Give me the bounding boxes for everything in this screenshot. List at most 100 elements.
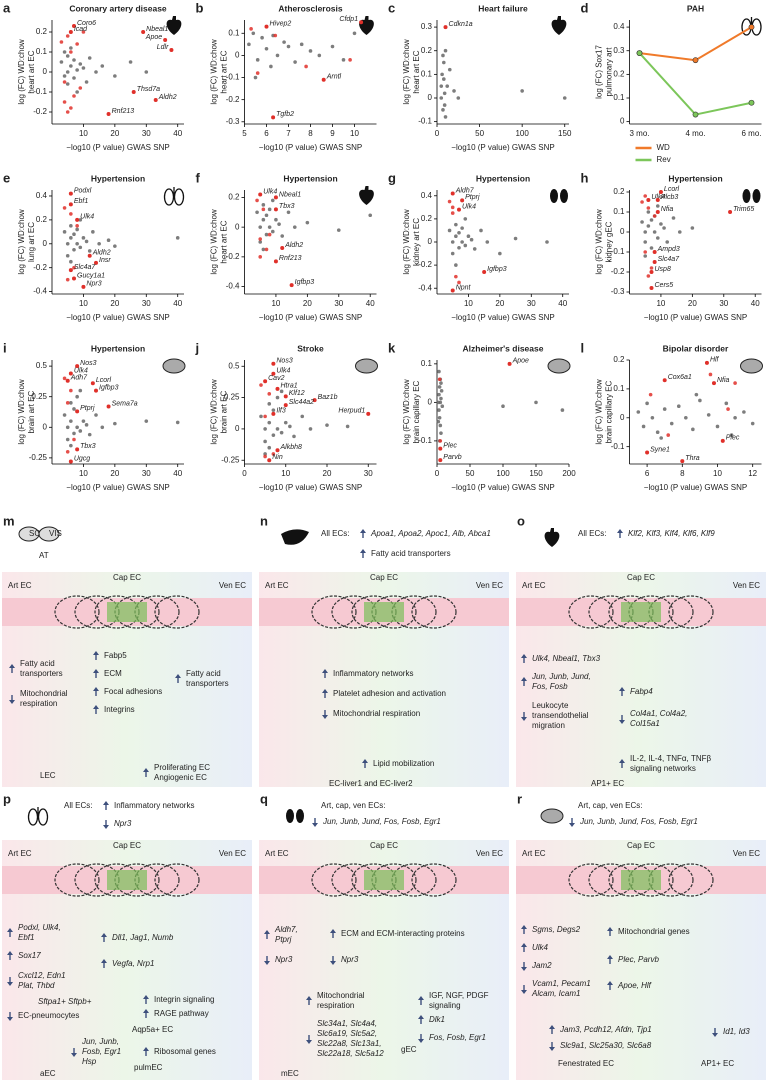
annotated-point bbox=[457, 207, 461, 212]
point bbox=[65, 277, 70, 282]
gene-label: Slc4a7 bbox=[658, 256, 681, 263]
point bbox=[264, 247, 269, 252]
point bbox=[72, 247, 76, 252]
y-tick-label: 0.1 bbox=[421, 69, 433, 78]
point bbox=[271, 408, 276, 412]
panel-letter: r bbox=[517, 791, 522, 806]
chart-title: Hypertension bbox=[283, 173, 337, 183]
arrow-head bbox=[521, 943, 527, 947]
schematic-text: Inflammatory networks bbox=[333, 669, 413, 678]
gene-label: Ulk4 bbox=[74, 367, 88, 374]
x-tick-label: 150 bbox=[529, 469, 543, 478]
x-tick-label: 6 mo. bbox=[741, 129, 761, 138]
arrow-head bbox=[143, 1009, 149, 1013]
annotated-point bbox=[75, 217, 80, 222]
point bbox=[255, 198, 259, 203]
gene-label: Insr bbox=[99, 257, 111, 264]
x-tick-label: 50 bbox=[475, 129, 484, 138]
point bbox=[368, 213, 373, 218]
organ-icon bbox=[37, 808, 49, 826]
y-tick-label: 0 bbox=[428, 93, 433, 102]
point bbox=[439, 381, 443, 385]
schematic-text: IGF, NGF, PDGF bbox=[429, 991, 489, 1000]
point bbox=[128, 60, 133, 64]
point bbox=[69, 401, 73, 405]
arrow-head bbox=[549, 1025, 555, 1029]
point bbox=[437, 385, 442, 389]
annotated-point bbox=[482, 270, 487, 275]
gene-label: Igfbp3 bbox=[487, 266, 507, 273]
gene-label: Ampd3 bbox=[657, 246, 680, 253]
gene-label: Slc44a2 bbox=[289, 399, 314, 406]
arrow-head bbox=[712, 1033, 718, 1037]
organ-icon bbox=[560, 189, 568, 203]
schematic-text: Npr3 bbox=[114, 819, 132, 828]
schematic-text: Jam2 bbox=[531, 961, 552, 970]
x-tick-label: 6 bbox=[264, 129, 269, 138]
point bbox=[75, 227, 79, 232]
point bbox=[560, 408, 565, 412]
arrow-head bbox=[101, 933, 107, 937]
organ-icon bbox=[742, 189, 751, 203]
point bbox=[649, 266, 654, 270]
point bbox=[472, 247, 477, 251]
point bbox=[325, 423, 329, 427]
x-axis-label: −log10 (P value) GWAS SNP bbox=[259, 143, 362, 152]
point bbox=[270, 229, 275, 234]
schematic-text: Angiogenic EC bbox=[154, 773, 207, 782]
annotated-point bbox=[271, 371, 276, 376]
gene-label: Icad bbox=[74, 26, 88, 33]
schematic-text: Fabp5 bbox=[104, 651, 127, 660]
point bbox=[271, 433, 276, 437]
schematic-text: migration bbox=[532, 721, 565, 730]
point bbox=[69, 106, 73, 110]
gene-label: Htra1 bbox=[281, 383, 298, 390]
point bbox=[273, 33, 278, 38]
point bbox=[643, 194, 648, 198]
chart-title: Alzheimer's disease bbox=[463, 343, 544, 353]
schematic-text: Cxcl12, Edn1 bbox=[18, 971, 66, 980]
point bbox=[666, 433, 671, 437]
point bbox=[439, 96, 444, 100]
y-axis-label: log (FC) WD:chow bbox=[210, 39, 219, 105]
schematic-text: Ptprj bbox=[275, 935, 292, 944]
schematic-text: Hsp bbox=[82, 1057, 97, 1066]
point bbox=[81, 66, 86, 70]
x-tick-label: 10 bbox=[713, 469, 722, 478]
gene-label: Aldh2 bbox=[92, 250, 111, 257]
point bbox=[282, 40, 286, 44]
annotated-point bbox=[646, 198, 651, 202]
gene-label: Tbx3 bbox=[279, 203, 295, 210]
point bbox=[249, 27, 253, 31]
point bbox=[437, 415, 442, 420]
y-tick-label: 0.2 bbox=[613, 187, 625, 196]
annotated-point bbox=[283, 403, 288, 408]
annotated-point bbox=[141, 30, 146, 34]
annotated-point bbox=[258, 192, 263, 197]
point bbox=[69, 388, 73, 393]
point bbox=[263, 427, 267, 431]
point bbox=[300, 414, 305, 419]
point bbox=[288, 424, 292, 429]
point bbox=[643, 254, 648, 258]
y-axis-label: log (FC) WD:chow bbox=[402, 39, 411, 105]
schematic-text: Jun, Junb, bbox=[81, 1037, 119, 1046]
organ-icon bbox=[281, 529, 309, 545]
annotated-point bbox=[438, 458, 443, 463]
schematic-text: Jun, Junb, Jund, Fos, Fosb, Egr1 bbox=[579, 817, 698, 826]
gene-label: Nos3 bbox=[80, 360, 96, 367]
schematic-text: EC-liver1 and EC-liver2 bbox=[329, 779, 413, 788]
gene-label: Nfia bbox=[717, 377, 730, 384]
capillary bbox=[411, 863, 457, 897]
capillary-core bbox=[107, 602, 147, 622]
schematic-text: Jam3, Pcdh12, Afdn, Tjp1 bbox=[559, 1025, 652, 1034]
chart-title: Hypertension bbox=[91, 343, 145, 353]
point bbox=[264, 232, 269, 237]
x-tick-label: 10 bbox=[79, 129, 88, 138]
gene-label: Usp8 bbox=[655, 266, 671, 273]
point bbox=[69, 419, 73, 423]
gene-label: Igfbp3 bbox=[295, 279, 315, 286]
point bbox=[442, 103, 447, 107]
schematic-text: mEC bbox=[281, 1069, 299, 1078]
point bbox=[59, 40, 64, 44]
